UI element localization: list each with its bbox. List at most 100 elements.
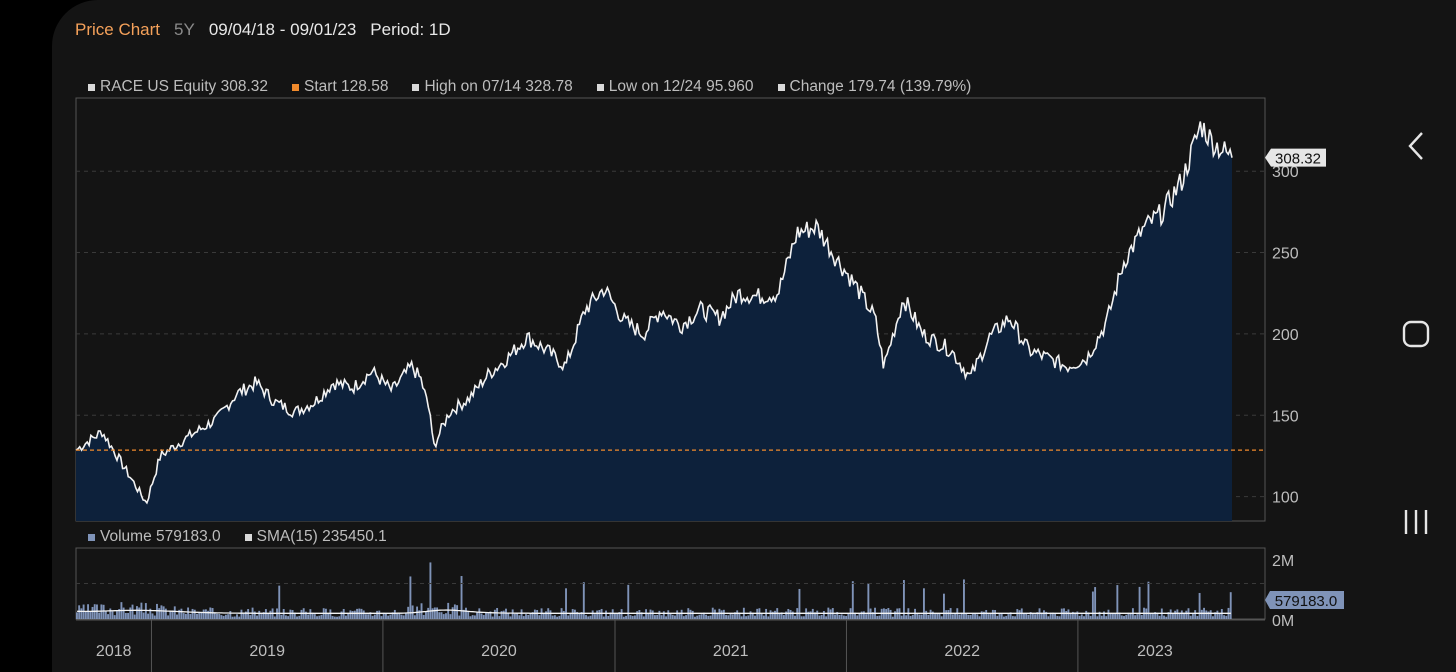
- volume-bar: [1120, 615, 1123, 619]
- volume-bar: [393, 609, 396, 619]
- legend-label: Change 179.74 (139.79%): [789, 78, 972, 95]
- volume-bar: [200, 611, 203, 619]
- volume-bar: [1040, 612, 1043, 619]
- x-tick-label: 2019: [249, 643, 285, 660]
- volume-bar: [182, 613, 185, 619]
- volume-bar: [273, 616, 276, 619]
- volume-bar: [876, 615, 879, 619]
- volume-bar: [116, 611, 118, 619]
- volume-bar: [376, 610, 379, 619]
- x-tick-label: 2023: [1137, 643, 1173, 660]
- volume-bar: [1200, 609, 1203, 619]
- chart-title[interactable]: Price Chart: [75, 20, 161, 39]
- volume-bar: [438, 612, 441, 619]
- volume-bar: [891, 616, 894, 619]
- volume-bar: [676, 610, 679, 619]
- volume-bar: [1125, 614, 1128, 619]
- volume-bar: [680, 609, 683, 619]
- volume-bar: [625, 615, 627, 619]
- recents-icon[interactable]: [1390, 496, 1442, 548]
- volume-bar: [387, 615, 390, 619]
- volume-bar: [198, 611, 201, 619]
- volume-bar: [889, 609, 892, 619]
- volume-bar: [293, 612, 296, 619]
- volume-bar: [378, 610, 381, 619]
- volume-bar: [1016, 609, 1019, 619]
- volume-bar: [862, 611, 865, 619]
- legend-swatch: [412, 83, 420, 91]
- legend-label: RACE US Equity 308.32: [100, 78, 269, 95]
- volume-bar: [429, 562, 432, 619]
- volume-bar: [1096, 616, 1099, 619]
- volume-bar: [709, 615, 712, 619]
- volume-bar: [158, 608, 161, 619]
- volume-bar: [505, 608, 507, 619]
- volume-bar: [316, 616, 318, 619]
- volume-bar: [284, 615, 287, 619]
- volume-bar: [111, 611, 114, 619]
- price-line: [75, 121, 1233, 505]
- volume-bar: [551, 615, 554, 619]
- volume-bar: [307, 614, 310, 619]
- volume-bar: [740, 616, 743, 619]
- volume-bar: [1136, 614, 1139, 619]
- volume-bar: [249, 615, 252, 619]
- volume-bar: [193, 609, 196, 619]
- volume-bar: [1220, 609, 1223, 619]
- volume-bar: [685, 615, 688, 619]
- volume-bar: [216, 613, 218, 619]
- volume-bar: [525, 614, 527, 619]
- volume-bar: [787, 608, 790, 619]
- volume-bar: [122, 607, 125, 619]
- volume-bar: [640, 612, 643, 619]
- legend-item-start: Start 128.58: [292, 78, 388, 96]
- volume-bar: [616, 613, 619, 619]
- volume-bar: [507, 613, 510, 619]
- volume-bar: [549, 610, 552, 619]
- volume-bar: [734, 612, 736, 619]
- volume-bar: [822, 610, 825, 619]
- legend-swatch: [88, 83, 95, 91]
- volume-bar: [871, 612, 874, 619]
- volume-bar: [1111, 613, 1114, 619]
- volume-bar: [338, 616, 341, 619]
- range-selector[interactable]: 5Y: [174, 20, 195, 39]
- volume-bar: [491, 616, 494, 619]
- volume-bar: [738, 612, 741, 619]
- date-range[interactable]: 09/04/18 - 09/01/23: [208, 20, 357, 39]
- volume-bar: [980, 611, 983, 619]
- volume-bar: [1018, 610, 1021, 619]
- volume-bar: [769, 610, 772, 619]
- volume-bar: [747, 615, 750, 619]
- period-selector[interactable]: Period: 1D: [370, 20, 451, 39]
- volume-bar: [694, 616, 696, 619]
- volume-bar: [405, 612, 407, 619]
- back-icon[interactable]: [1390, 120, 1442, 172]
- volume-bar: [931, 611, 934, 619]
- volume-bar: [347, 613, 350, 619]
- volume-y-tick-label: 2M: [1272, 553, 1294, 570]
- legend-item-change: Change 179.74 (139.79%): [777, 78, 972, 96]
- volume-bar: [149, 608, 152, 619]
- y-tick-label: 200: [1272, 327, 1299, 344]
- volume-bar: [476, 612, 479, 619]
- home-icon[interactable]: [1390, 308, 1442, 360]
- volume-bar: [527, 614, 530, 619]
- volume-bar: [282, 608, 285, 619]
- volume-bar: [402, 615, 405, 619]
- volume-bar: [918, 614, 921, 619]
- volume-bar: [667, 610, 670, 619]
- volume-bar: [807, 611, 810, 619]
- volume-bar: [449, 614, 452, 619]
- volume-bar: [1074, 612, 1077, 619]
- volume-bar: [242, 613, 245, 619]
- volume-bar: [291, 610, 294, 619]
- volume-bar: [1103, 611, 1105, 619]
- volume-bar: [1094, 587, 1097, 619]
- volume-bar: [556, 616, 559, 619]
- volume-bar: [269, 610, 272, 619]
- volume-bar: [160, 605, 163, 619]
- volume-bar: [1156, 612, 1159, 619]
- volume-bar: [558, 615, 561, 619]
